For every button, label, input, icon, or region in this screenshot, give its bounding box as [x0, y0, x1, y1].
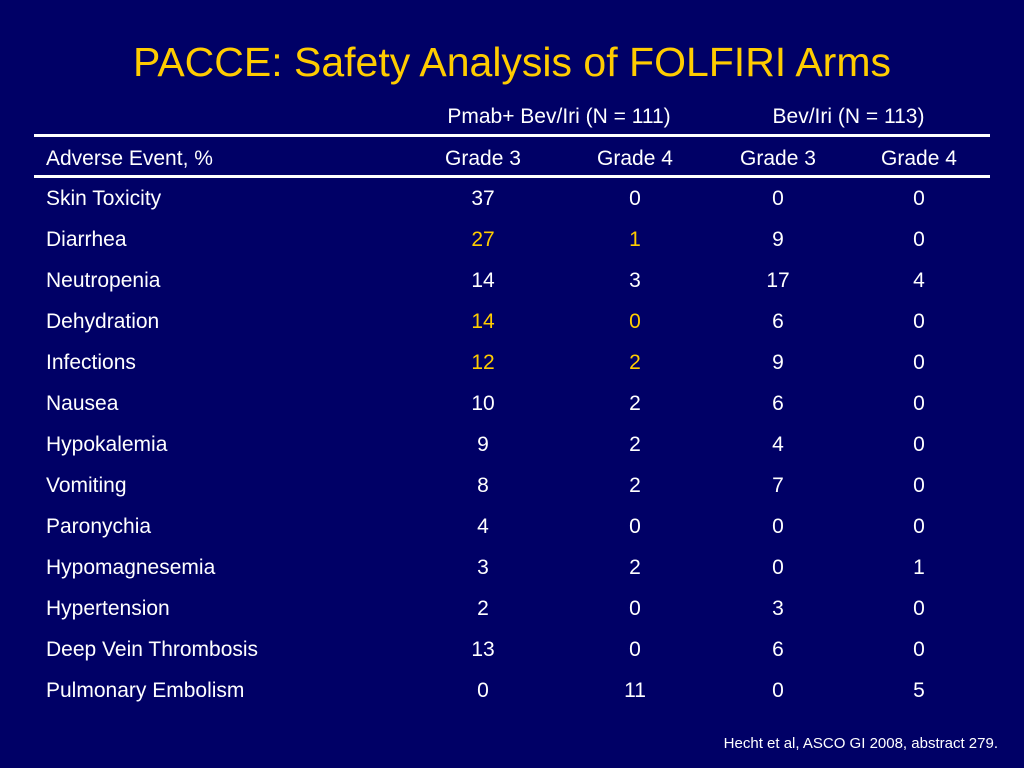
table-cell: 6 — [772, 638, 784, 661]
row-label: Neutropenia — [46, 269, 161, 292]
table-row: Skin Toxicity 37 0 0 0 — [0, 178, 1024, 219]
group-header-pmab-bev-iri: Pmab+ Bev/Iri (N = 111) — [447, 105, 671, 128]
table-cell: 0 — [629, 187, 641, 210]
row-label: Hypomagnesemia — [46, 556, 216, 579]
table-header-row: Adverse Event, % Grade 3 Grade 4 Grade 3… — [0, 138, 1024, 179]
table-cell: 0 — [913, 310, 925, 333]
table-row: Diarrhea 27 1 9 0 — [0, 219, 1024, 260]
table-cell: 12 — [471, 351, 495, 374]
table-row: Paronychia 4 0 0 0 — [0, 506, 1024, 547]
table-cell: 3 — [477, 556, 489, 579]
table-cell: 4 — [477, 515, 489, 538]
column-header-grade4-arm1: Grade 4 — [597, 147, 673, 170]
table-row: Neutropenia 14 3 17 4 — [0, 260, 1024, 301]
table-cell: 37 — [471, 187, 495, 210]
table-cell: 14 — [471, 310, 495, 333]
table-cell: 0 — [772, 187, 784, 210]
table-cell: 0 — [629, 515, 641, 538]
table-cell: 1 — [913, 556, 925, 579]
table-row: Pulmonary Embolism 0 11 0 5 — [0, 670, 1024, 711]
group-header-bev-iri: Bev/Iri (N = 113) — [772, 105, 925, 128]
table-cell: 3 — [629, 269, 641, 292]
column-header-grade3-arm2: Grade 3 — [740, 147, 816, 170]
table-cell: 17 — [766, 269, 790, 292]
table-header-rule — [34, 175, 990, 178]
table-cell: 10 — [471, 392, 495, 415]
table-cell: 0 — [913, 351, 925, 374]
table-cell: 27 — [471, 228, 495, 251]
row-label: Hypokalemia — [46, 433, 168, 456]
table-cell: 3 — [772, 597, 784, 620]
table-cell: 9 — [772, 228, 784, 251]
column-header-grade3-arm1: Grade 3 — [445, 147, 521, 170]
table-cell: 2 — [629, 351, 641, 374]
table-cell: 11 — [624, 679, 646, 702]
table-row: Vomiting 8 2 7 0 — [0, 465, 1024, 506]
table-cell: 7 — [772, 474, 784, 497]
table-cell: 6 — [772, 310, 784, 333]
slide-title: PACCE: Safety Analysis of FOLFIRI Arms — [133, 39, 891, 85]
table-cell: 2 — [629, 474, 641, 497]
row-label: Diarrhea — [46, 228, 127, 251]
row-label: Paronychia — [46, 515, 152, 538]
table-cell: 9 — [772, 351, 784, 374]
table-cell: 0 — [913, 228, 925, 251]
table-cell: 4 — [772, 433, 784, 456]
table-top-rule — [34, 134, 990, 137]
table-cell: 2 — [629, 392, 641, 415]
table-cell: 13 — [471, 638, 495, 661]
table-cell: 2 — [477, 597, 489, 620]
table-cell: 5 — [913, 679, 925, 702]
table-cell: 0 — [913, 597, 925, 620]
table-row: Hypomagnesemia 3 2 0 1 — [0, 547, 1024, 588]
table-cell: 0 — [629, 310, 641, 333]
table-cell: 0 — [629, 638, 641, 661]
table-cell: 14 — [471, 269, 495, 292]
row-label: Dehydration — [46, 310, 160, 333]
table-cell: 0 — [913, 474, 925, 497]
table-cell: 8 — [477, 474, 489, 497]
row-label: Nausea — [46, 392, 119, 415]
table-cell: 0 — [913, 638, 925, 661]
citation: Hecht et al, ASCO GI 2008, abstract 279. — [723, 735, 998, 752]
table-row: Hypertension 2 0 3 0 — [0, 588, 1024, 629]
row-label: Pulmonary Embolism — [46, 679, 245, 702]
row-label: Deep Vein Thrombosis — [46, 638, 259, 661]
table-row: Nausea 10 2 6 0 — [0, 383, 1024, 424]
table-cell: 4 — [913, 269, 925, 292]
table-cell: 1 — [629, 228, 641, 251]
table-row: Dehydration 14 0 6 0 — [0, 301, 1024, 342]
table-cell: 0 — [913, 515, 925, 538]
table-cell: 0 — [772, 679, 784, 702]
table-cell: 6 — [772, 392, 784, 415]
row-label: Skin Toxicity — [46, 187, 162, 210]
table-cell: 2 — [629, 556, 641, 579]
table-cell: 9 — [477, 433, 489, 456]
table-cell: 0 — [913, 187, 925, 210]
table-cell: 0 — [913, 392, 925, 415]
row-label: Infections — [46, 351, 136, 374]
table-row: Hypokalemia 9 2 4 0 — [0, 424, 1024, 465]
table-cell: 0 — [913, 433, 925, 456]
table-row: Infections 12 2 9 0 — [0, 342, 1024, 383]
column-header-adverse-event: Adverse Event, % — [46, 147, 213, 170]
table-cell: 0 — [477, 679, 489, 702]
table-cell: 0 — [772, 515, 784, 538]
table-cell: 0 — [629, 597, 641, 620]
column-header-grade4-arm2: Grade 4 — [881, 147, 957, 170]
table-cell: 2 — [629, 433, 641, 456]
table-row: Deep Vein Thrombosis 13 0 6 0 — [0, 629, 1024, 670]
row-label: Vomiting — [46, 474, 127, 497]
table-cell: 0 — [772, 556, 784, 579]
row-label: Hypertension — [46, 597, 170, 620]
